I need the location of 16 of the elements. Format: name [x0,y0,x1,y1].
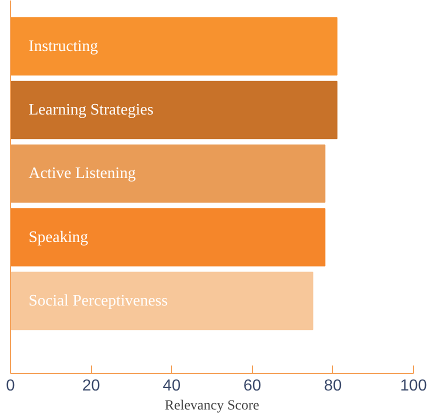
bar [10,17,338,76]
x-tick-label: 40 [162,378,181,394]
x-tick-label: 100 [400,378,427,394]
bar [10,80,338,140]
y-tick-label: Instructing [28,38,98,55]
bar [10,272,314,330]
y-tick-label: Learning Strategies [28,101,154,118]
x-tick-label: 80 [324,378,342,394]
x-axis-title: Relevancy Score [164,398,260,414]
bar [10,208,326,266]
y-tick-label: Active Listening [28,165,136,182]
x-tick-label: 20 [82,378,100,394]
y-tick-label: Speaking [28,228,88,246]
x-tick-label: 60 [243,378,262,394]
y-tick-label: Social Perceptiveness [28,292,168,310]
x-tick-label: 0 [6,378,16,394]
